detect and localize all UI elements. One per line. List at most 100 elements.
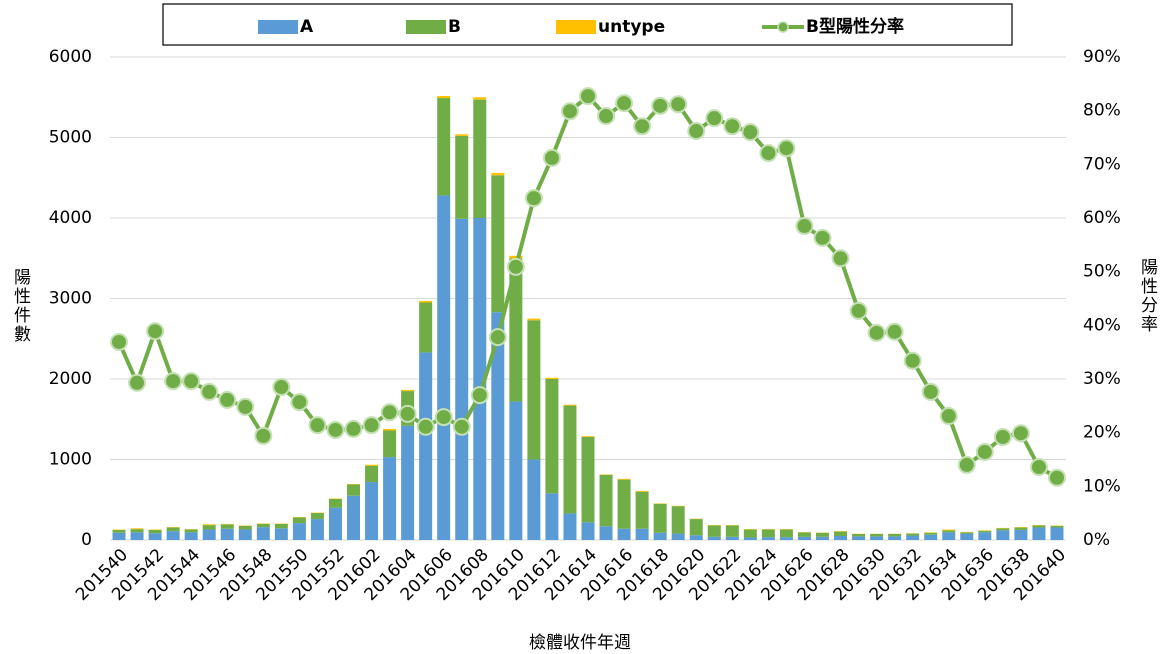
line-marker [633,117,652,136]
y-tick-label: 4000 [49,208,92,228]
legend-swatch [258,20,298,34]
bar-segment [906,535,920,540]
line-marker [831,249,850,268]
bar-segment [365,465,379,483]
bar-segment [238,529,252,540]
bar-segment [220,528,234,540]
y2-tick-label: 10% [1083,476,1121,496]
line-marker [434,408,453,427]
bar-segment [401,389,415,392]
bar-segment [419,352,433,540]
bar-segment [888,533,902,537]
bar-segment [1014,529,1028,540]
bar-segment [238,525,252,530]
bar-segment [617,478,631,480]
bar-segment [491,172,505,176]
bar-segment [725,536,739,540]
bar-segment [797,532,811,537]
bar-segment [527,318,541,321]
legend-label: B型陽性分率 [806,16,904,37]
line-marker [885,322,904,341]
bar-segment [725,525,739,537]
bar-segment [491,312,505,540]
bar-segment [274,523,288,529]
bar-segment [779,529,793,538]
line-marker [236,397,255,416]
bar-segment [491,175,505,313]
bar-segment [635,490,649,492]
x-axis-title: 檢體收件年週 [529,633,631,653]
bar-segment [617,479,631,529]
bar-segment [383,430,397,458]
y2-tick-label: 80% [1083,101,1121,121]
line-marker [542,148,561,167]
bar-segment [455,218,469,540]
bar-segment [148,529,162,534]
line-marker [488,328,507,347]
bar-segment [365,464,379,466]
bar-segment [960,533,974,540]
bar-segment [834,535,848,540]
bar-segment [437,96,451,99]
line-marker [308,416,327,435]
bar-segment [509,258,523,402]
bar-segment [653,532,667,540]
bar-segment [870,533,884,537]
line-marker [398,404,417,423]
legend-label: A [300,17,314,37]
y2-tick-label: 40% [1083,315,1121,335]
bar-segment [942,529,956,531]
bar-segment [761,537,775,540]
line-marker [759,144,778,163]
bar-segment [978,530,992,533]
bar-segment [383,457,397,540]
bar-segment [383,428,397,431]
bar-segment [184,529,198,533]
bar-segment [581,436,595,523]
bar-segment [1032,525,1046,528]
bar-segment [473,97,487,100]
bar-segment [220,524,234,529]
line-marker [741,123,760,142]
y-tick-label: 6000 [49,47,92,67]
line-marker [723,117,742,136]
bar-segment [617,528,631,540]
bar-segment [455,134,469,136]
bar-segment [130,529,144,533]
bar-segment [365,482,379,540]
bar-segment [834,531,848,536]
legend-marker [777,21,789,33]
bar-segment [635,528,649,540]
line-marker [182,372,201,391]
line-marker [164,372,183,391]
bar-segment [653,503,667,533]
line-marker [470,386,489,405]
bar-segment [419,302,433,353]
y-tick-label: 0 [81,530,92,550]
bar-segment [1032,527,1046,540]
bar-segment [184,532,198,540]
line-marker [1029,458,1048,477]
line-marker [146,322,165,341]
line-marker [993,427,1012,446]
y2-axis-title: 陽性分率 [1137,258,1158,334]
legend-label: B [448,17,461,37]
y2-tick-label: 60% [1083,208,1121,228]
bar-segment [545,493,559,540]
line-marker [560,102,579,121]
line-marker [975,442,994,461]
line-marker [579,87,597,106]
bar-segment [906,533,920,536]
y2-tick-label: 70% [1083,154,1121,174]
line-marker [777,139,796,158]
bar-segment [112,529,126,533]
bar-segment [437,195,451,540]
bar-segment [689,519,703,536]
line-marker [1047,468,1066,487]
bar-segment [960,532,974,534]
bar-segment [437,98,451,196]
bar-segment [707,536,721,540]
line-marker [272,378,291,397]
bar-segment [292,523,306,540]
bar-segment [1014,527,1028,530]
